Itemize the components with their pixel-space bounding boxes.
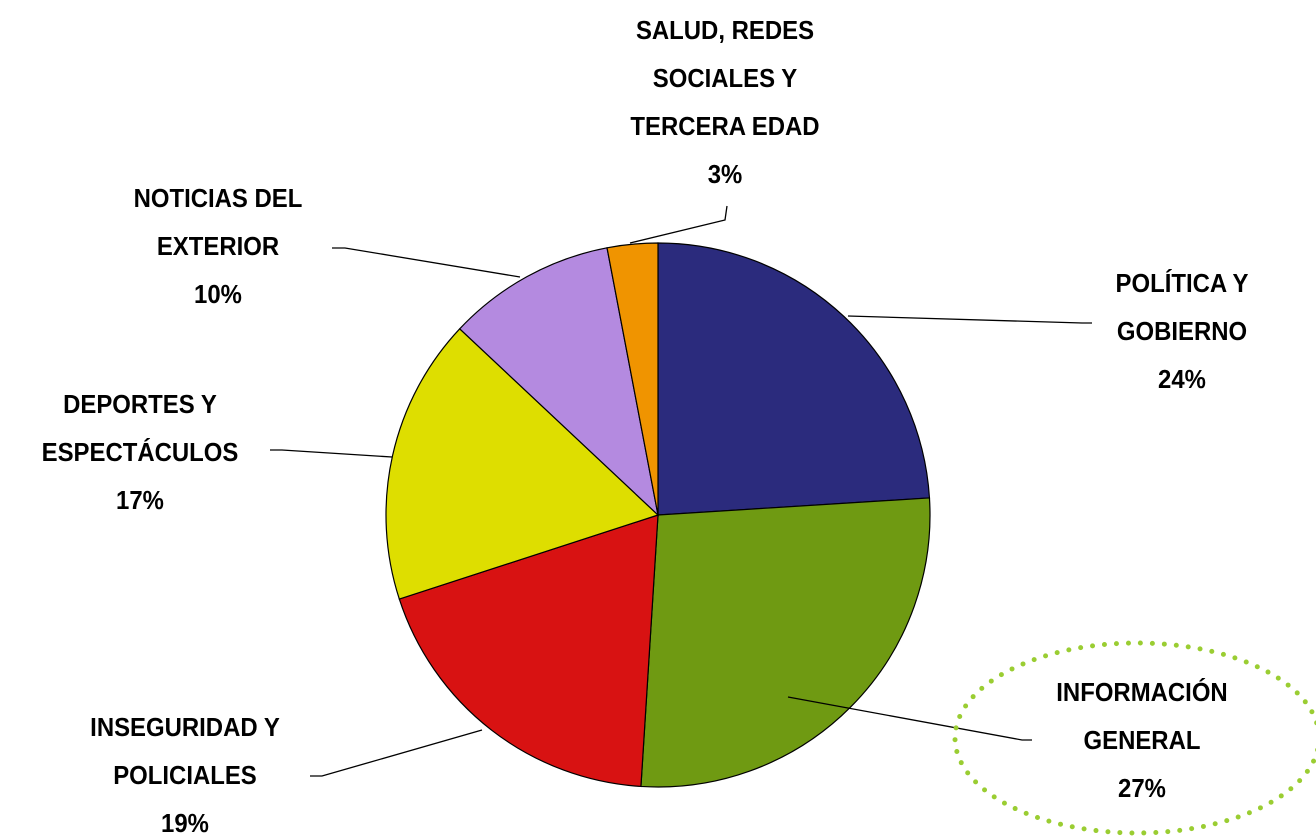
- slice-label: SALUD, REDES SOCIALES Y TERCERA EDAD: [630, 15, 820, 141]
- slice-value-label: 27%: [1118, 773, 1166, 803]
- slice-label: POLÍTICA Y GOBIERNO: [1115, 268, 1249, 346]
- pie-slice: [458, 247, 659, 517]
- leader-line: [629, 205, 728, 244]
- slice-label: INSEGURIDAD Y POLICIALES: [90, 712, 280, 790]
- leader-line: [787, 696, 1032, 741]
- slice-value-label: 10%: [194, 279, 242, 309]
- leader-line: [310, 729, 483, 777]
- slice-value-label: 3%: [707, 159, 743, 189]
- slice-label: NOTICIAS DEL EXTERIOR: [133, 183, 303, 261]
- slice-label: DEPORTES Y ESPECTÁCULOS: [41, 389, 239, 467]
- leader-line: [847, 315, 1092, 324]
- highlight-ellipse: [952, 640, 1316, 836]
- slice-value-label: 17%: [116, 485, 164, 515]
- slice-label: INFORMACIÓN GENERAL: [1056, 677, 1228, 755]
- slice-value-label: 19%: [161, 808, 209, 838]
- pie-slice: [398, 514, 659, 788]
- slice-value-label: 24%: [1158, 364, 1206, 394]
- pie-slice: [657, 242, 931, 516]
- pie-slice: [385, 327, 660, 600]
- pie-slice: [640, 497, 931, 788]
- leader-line: [270, 449, 393, 458]
- leader-line: [332, 247, 521, 278]
- pie-slice: [606, 242, 659, 516]
